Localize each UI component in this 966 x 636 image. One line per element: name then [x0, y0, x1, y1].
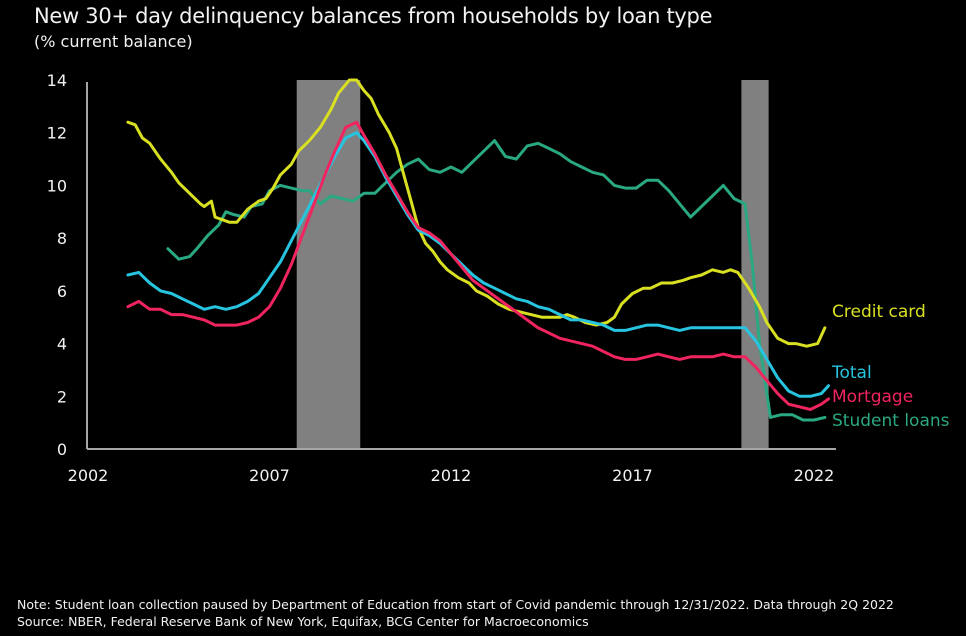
chart-subtitle: (% current balance) — [34, 32, 193, 51]
y-tick-label: 10 — [47, 176, 67, 195]
legend-labels: Credit card Total Mortgage Student loans — [831, 302, 950, 431]
legend-label-student-loans: Student loans — [832, 411, 950, 431]
chart-note: Note: Student loan collection paused by … — [17, 597, 894, 612]
legend-label-total: Total — [831, 363, 872, 383]
x-tick-label: 2022 — [794, 466, 835, 485]
x-tick-label: 2012 — [431, 466, 472, 485]
y-tick-label: 8 — [57, 229, 67, 248]
series-line-credit-card — [126, 78, 827, 348]
y-tick-label: 12 — [47, 124, 67, 143]
chart-source: Source: NBER, Federal Reserve Bank of Ne… — [17, 614, 589, 629]
recession-bands — [296, 80, 769, 449]
chart-title: New 30+ day delinquency balances from ho… — [34, 4, 713, 28]
series-line-mortgage — [126, 120, 830, 411]
x-tick-label: 2017 — [612, 466, 653, 485]
axes — [86, 82, 836, 450]
x-tick-label: 2007 — [249, 466, 290, 485]
recession-band-2 — [741, 80, 769, 449]
y-tick-label: 4 — [57, 335, 67, 354]
series-line-total — [126, 131, 830, 398]
x-tick-labels: 2002 2007 2012 2017 2022 — [68, 466, 835, 485]
x-tick-label: 2002 — [68, 466, 109, 485]
legend-label-credit-card: Credit card — [832, 302, 926, 322]
y-tick-label: 2 — [57, 387, 67, 406]
y-tick-label: 0 — [57, 440, 67, 459]
y-tick-labels: 0 2 4 6 8 10 12 14 — [47, 71, 67, 459]
legend-label-mortgage: Mortgage — [832, 387, 913, 407]
series-lines — [126, 78, 830, 422]
y-tick-label: 6 — [57, 282, 67, 301]
y-tick-label: 14 — [47, 71, 67, 90]
